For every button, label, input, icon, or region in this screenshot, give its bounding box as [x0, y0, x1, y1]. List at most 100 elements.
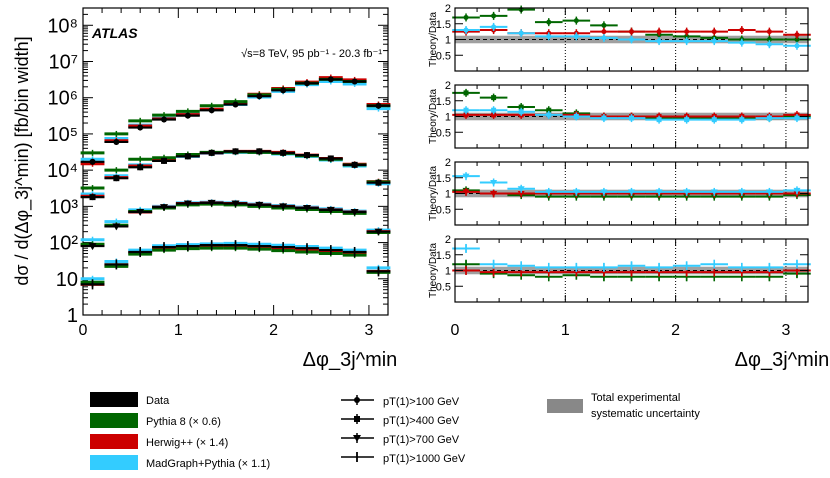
- ratio-point: [684, 33, 690, 39]
- ratio-y-tick-label: 2: [445, 80, 451, 92]
- ratio-point: [490, 179, 498, 186]
- ratio-point: [463, 14, 469, 20]
- ratio-point: [601, 22, 607, 28]
- ratio-point: [573, 18, 579, 24]
- x-tick-label: 2: [269, 322, 278, 339]
- ratio-y-tick-label: 0.5: [436, 50, 451, 62]
- legend-marker: [353, 435, 361, 442]
- ratio-point: [491, 24, 497, 30]
- legend-marker-label: pT(1)>700 GeV: [383, 434, 460, 446]
- ratio-point: [463, 27, 469, 33]
- ratio-point: [573, 114, 579, 119]
- data-point: [137, 124, 144, 131]
- ratio-y-axis-title: Theory/Data: [428, 12, 439, 67]
- main-x-axis: 0 1 2 3: [79, 8, 373, 339]
- ratio-point: [546, 19, 552, 25]
- y-tick-label: 10⁴: [47, 160, 78, 182]
- legend-label: Pythia 8 (× 0.6): [146, 416, 221, 428]
- ratio-point: [766, 41, 772, 47]
- ratio-point: [684, 38, 690, 44]
- ratio-point: [517, 186, 525, 193]
- data-point: [374, 228, 383, 236]
- data-point: [161, 157, 168, 164]
- legend-marker-label: pT(1)>100 GeV: [383, 396, 460, 408]
- y-tick-label: 10²: [49, 233, 78, 255]
- ratio-point: [656, 38, 662, 44]
- data-point: [327, 155, 334, 162]
- ratio-point: [518, 30, 524, 36]
- energy-lumi-label: √s=8 TeV, 95 pb⁻¹ - 20.3 fb⁻¹: [241, 48, 382, 60]
- ratio-point: [711, 38, 717, 44]
- ratio-point: [684, 117, 690, 123]
- ratio-point: [766, 29, 772, 35]
- ratio-y-tick-label: 1.5: [436, 19, 451, 31]
- data-point: [255, 201, 264, 209]
- data-point: [231, 200, 240, 208]
- data-point: [375, 102, 382, 109]
- ratio-y-tick-label: 1: [445, 266, 451, 278]
- ratio-point: [684, 29, 690, 35]
- atlas-label: ATLAS: [91, 25, 138, 41]
- ratio-point: [794, 43, 800, 49]
- ratio-point: [462, 189, 470, 196]
- data-point: [208, 107, 215, 114]
- ratio-point: [491, 107, 497, 113]
- ratio-point: [794, 32, 800, 38]
- ratio-point: [490, 191, 498, 197]
- ratio-point: [710, 189, 718, 196]
- legend-band-label: Total experimental: [591, 392, 680, 404]
- data-point: [350, 208, 359, 216]
- legend-marker-label: pT(1)>1000 GeV: [383, 453, 466, 465]
- ratio-point: [546, 112, 552, 118]
- data-point: [303, 152, 310, 159]
- data-point: [351, 78, 358, 85]
- y-tick-label: 10: [56, 269, 78, 291]
- ratio-x-tick-label: 3: [781, 322, 790, 339]
- ratio-point: [573, 33, 579, 39]
- ratio-x-axis-title: Δφ_3j^min: [735, 349, 830, 371]
- ratio-point: [794, 115, 800, 121]
- data-point: [88, 243, 97, 251]
- ratio-y-axis-title: Theory/Data: [428, 166, 439, 221]
- ratio-y-axis-title: Theory/Data: [428, 89, 439, 144]
- data-point: [113, 138, 120, 145]
- ratio-point: [462, 173, 470, 180]
- ratio-point: [766, 115, 772, 121]
- legend-marker: [354, 416, 360, 422]
- ratio-panel: 0.5 1 1.5 2 Theory/Data: [428, 3, 811, 72]
- data-point: [160, 204, 169, 212]
- main-data-marks: [80, 74, 391, 290]
- ratio-point: [601, 35, 607, 41]
- data-point: [256, 148, 263, 155]
- ratio-point: [518, 109, 524, 115]
- legend-marker-label: pT(1)>400 GeV: [383, 415, 460, 427]
- data-point: [207, 199, 216, 207]
- ratio-y-axis-title: Theory/Data: [428, 243, 439, 298]
- ratio-y-tick-label: 1: [445, 112, 451, 124]
- legend-swatch: [90, 413, 138, 428]
- ratio-point: [491, 112, 497, 118]
- legend-marker: [354, 397, 360, 403]
- data-point: [232, 148, 239, 155]
- x-tick-label: 0: [79, 322, 88, 339]
- data-point: [302, 205, 311, 213]
- legend: Data Pythia 8 (× 0.6) Herwig++ (× 1.4) MadG…: [90, 392, 700, 470]
- ratio-point: [600, 189, 608, 196]
- ratio-point: [546, 107, 552, 113]
- ratio-point: [739, 27, 745, 33]
- ratio-point: [517, 191, 525, 197]
- ratio-point: [738, 189, 746, 196]
- ratio-y-tick-label: 2: [445, 3, 451, 15]
- data-point: [375, 179, 382, 186]
- data-point: [327, 76, 334, 83]
- ratio-point: [629, 29, 634, 35]
- ratio-point: [546, 33, 552, 39]
- ratio-point: [491, 13, 497, 19]
- ratio-point: [711, 29, 717, 35]
- ratio-point: [463, 112, 469, 118]
- ratio-point: [491, 95, 497, 101]
- legend-swatch: [90, 434, 138, 449]
- ratio-point: [572, 189, 580, 196]
- y-tick-label: 10⁷: [49, 51, 78, 73]
